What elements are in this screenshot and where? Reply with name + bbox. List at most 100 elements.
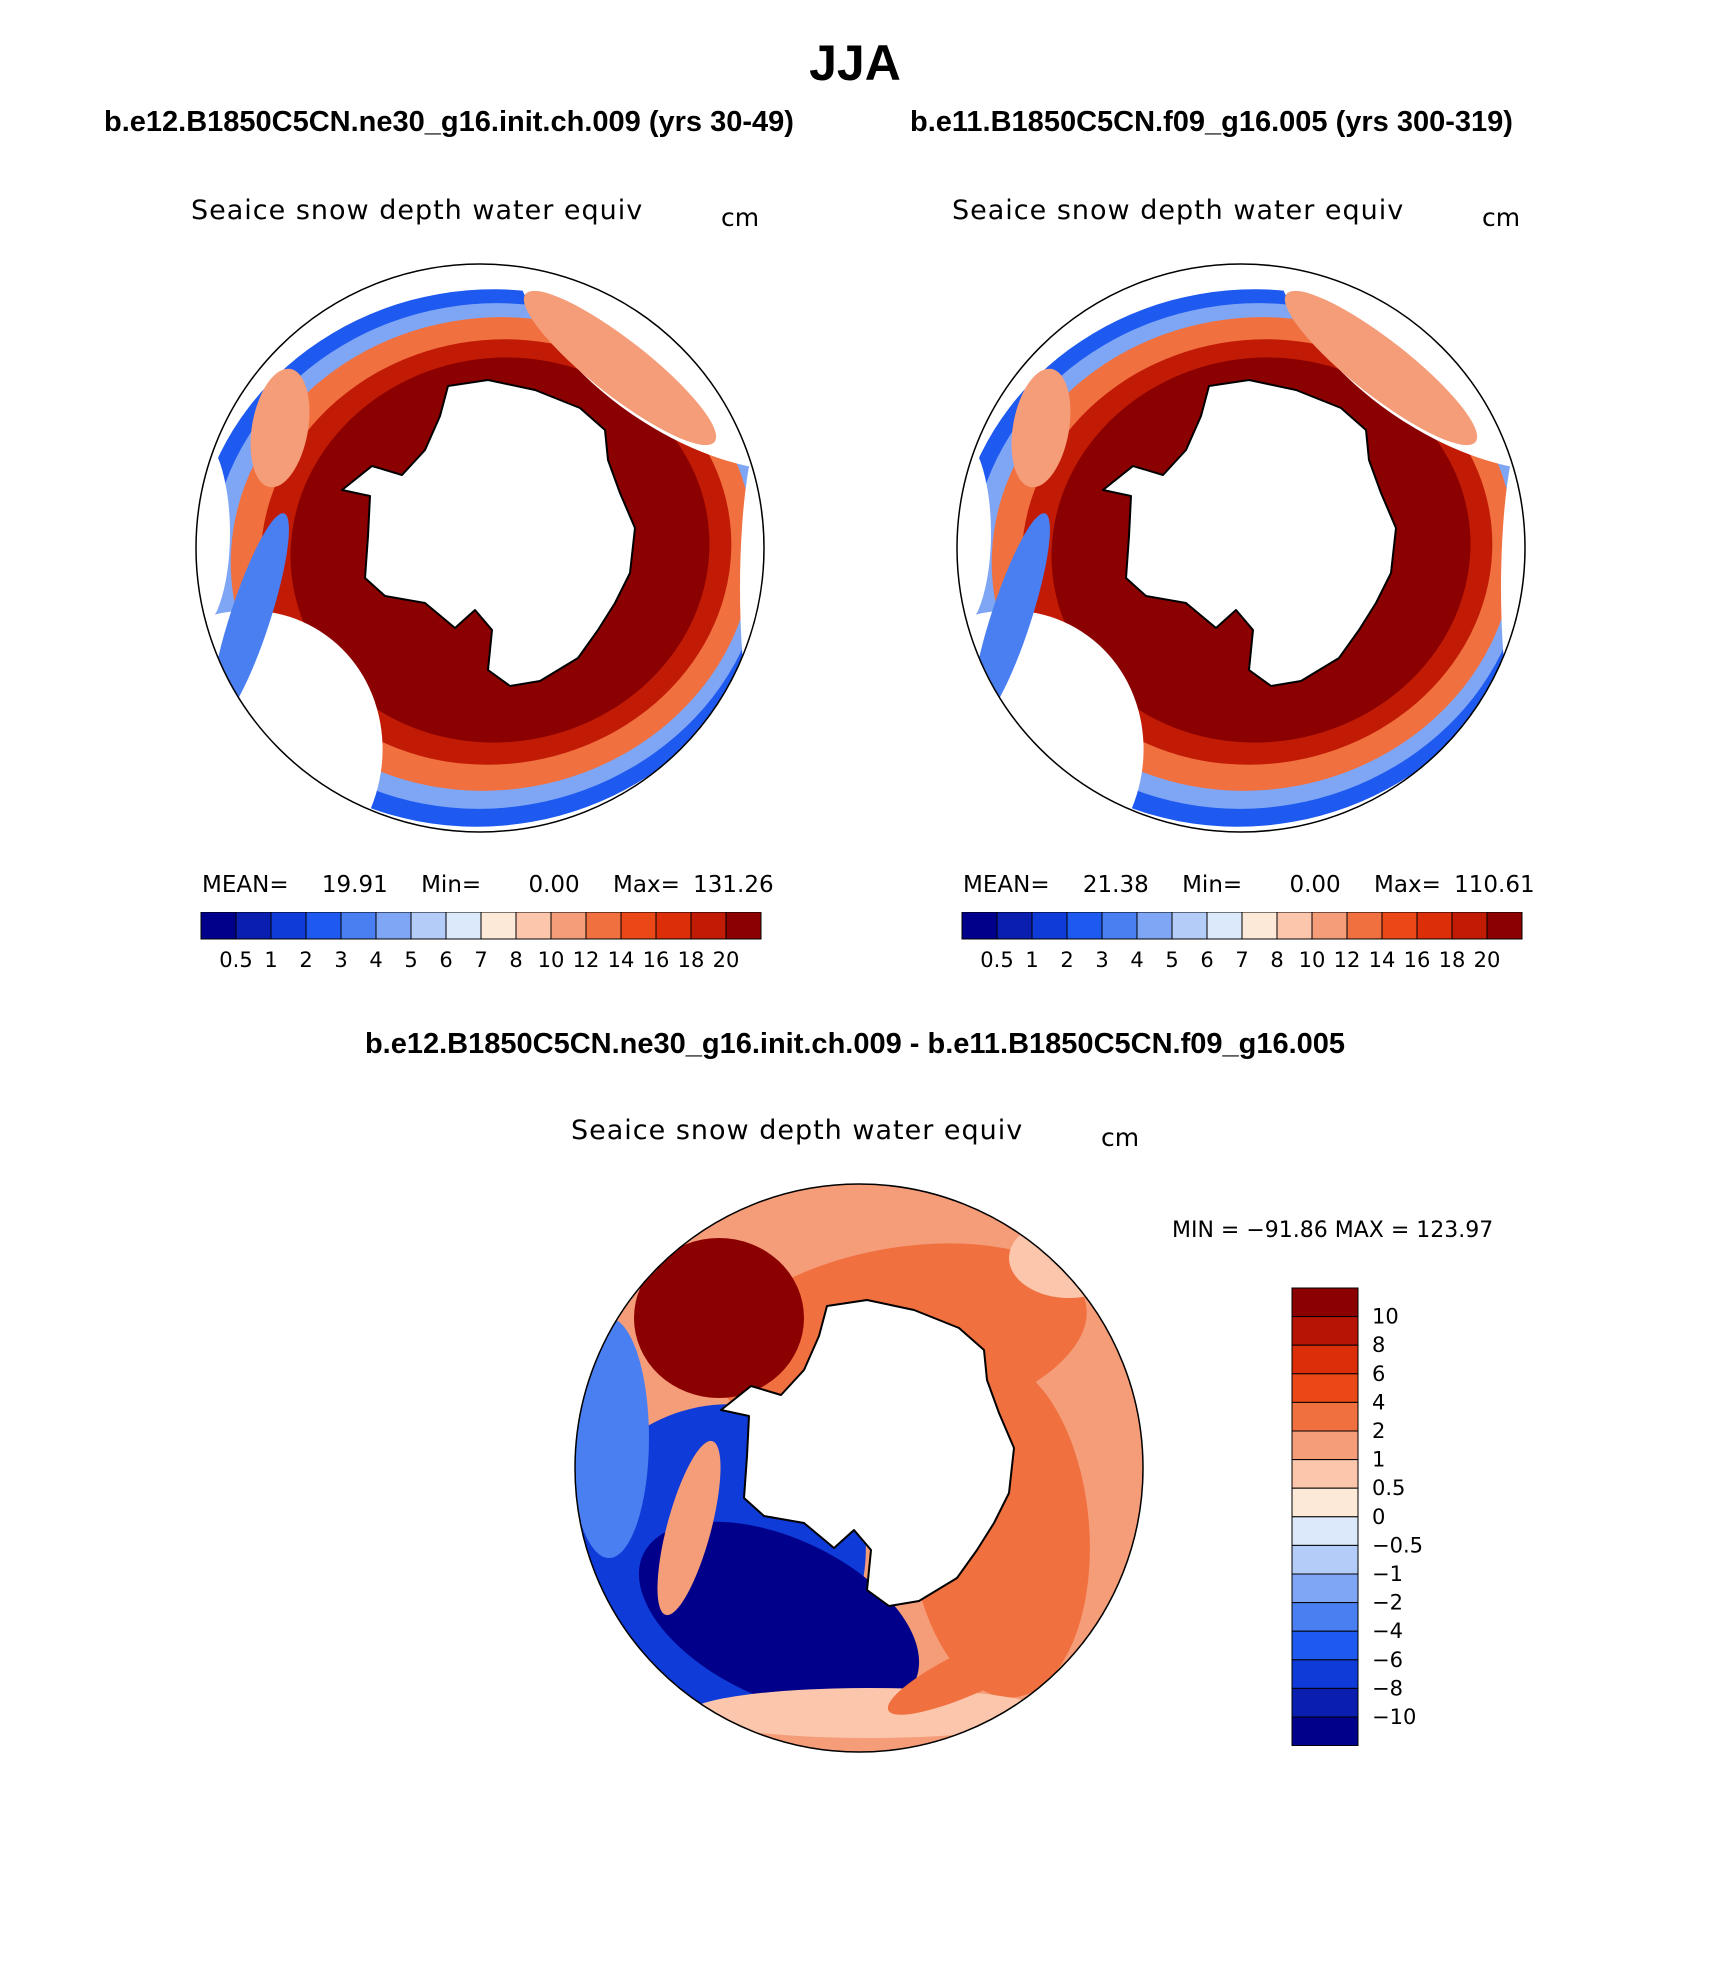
panel2-colorbar-tick-label: 8 xyxy=(1270,948,1283,972)
panel2-max-value: 110.61 xyxy=(1454,872,1535,898)
difference-colorbar-tick-label: 10 xyxy=(1372,1305,1399,1329)
map-boundary xyxy=(574,1183,1144,1753)
panel2-variable-title: Seaice snow depth water equiv xyxy=(952,195,1405,226)
panel2-mean-value: 21.38 xyxy=(1082,872,1149,898)
panel1-units: cm xyxy=(721,203,760,232)
panel1-colorbar: 0.5 1 2 3 4 5 6 7 8 10 12 14 16 18 20 xyxy=(200,912,762,972)
sea-ice-field xyxy=(575,1184,1143,1752)
panel1-colorbar-tick-label: 6 xyxy=(439,948,452,972)
panel2-colorbar-swatch xyxy=(1381,912,1418,940)
diff-west-margin xyxy=(575,1318,649,1558)
difference-colorbar-swatch xyxy=(1291,1716,1359,1746)
panel1-colorbar-swatch xyxy=(445,912,482,940)
panel2-units: cm xyxy=(1482,203,1521,232)
open-ocean-w xyxy=(196,433,230,633)
diff-se-positive xyxy=(887,1621,1071,1715)
panel1-colorbar-tick-label: 1 xyxy=(264,948,277,972)
difference-colorbar-tick-label: −0.5 xyxy=(1372,1533,1423,1557)
panel1-colorbar-swatch xyxy=(725,912,762,940)
difference-colorbar-tick-label: −2 xyxy=(1372,1591,1403,1615)
panel1-colorbar-swatch xyxy=(620,912,657,940)
map-boundary xyxy=(195,263,765,833)
difference-colorbar-tick-label: −1 xyxy=(1372,1562,1403,1586)
panel2-colorbar-swatch xyxy=(1451,912,1488,940)
difference-colorbar-tick-label: −4 xyxy=(1372,1619,1403,1643)
difference-colorbar-tick-label: 6 xyxy=(1372,1362,1385,1386)
difference-colorbar-tick-label: 0 xyxy=(1372,1505,1385,1529)
diff-ne-light xyxy=(1009,1218,1129,1298)
panel2-colorbar-swatch xyxy=(1276,912,1313,940)
panel2-colorbar-tick-label: 4 xyxy=(1130,948,1143,972)
panel2-colorbar-swatch xyxy=(1171,912,1208,940)
difference-colorbar-swatch xyxy=(1291,1659,1359,1689)
difference-minmax: MIN = −91.86 MAX = 123.97 xyxy=(1172,1218,1494,1243)
panel2-colorbar-tick-label: 0.5 xyxy=(980,948,1013,972)
panel2-colorbar-swatch xyxy=(1346,912,1383,940)
panel1-case-title: b.e12.B1850C5CN.ne30_g16.init.ch.009 (yr… xyxy=(104,106,794,138)
panel1-colorbar-swatch xyxy=(410,912,447,940)
panel1-colorbar-tick-label: 2 xyxy=(299,948,312,972)
panel2-colorbar-swatch xyxy=(1241,912,1278,940)
panel2-colorbar-tick-label: 2 xyxy=(1060,948,1073,972)
panel1-colorbar-tick-label: 12 xyxy=(573,948,600,972)
panel1-colorbar-swatch xyxy=(270,912,307,940)
difference-colorbar-swatch xyxy=(1291,1516,1359,1546)
difference-colorbar-tick-label: 2 xyxy=(1372,1419,1385,1443)
panel1-colorbar-tick-label: 18 xyxy=(678,948,705,972)
panel2-colorbar-swatch xyxy=(1066,912,1103,940)
difference-colorbar-swatch xyxy=(1291,1373,1359,1403)
ice-west-warm xyxy=(1011,368,1071,488)
panel2-colorbar-tick-label: 14 xyxy=(1369,948,1396,972)
panel2-colorbar-swatch xyxy=(961,912,998,940)
panel2-colorbar-tick-label: 5 xyxy=(1165,948,1178,972)
difference-colorbar: 10 8 6 4 2 1 0.5 0 −0.5 −1 −2 −4 −6 −8 −10 xyxy=(1291,1287,1423,1746)
difference-colorbar-swatch xyxy=(1291,1287,1359,1318)
panel2-colorbar-tick-label: 3 xyxy=(1095,948,1108,972)
panel2-colorbar-swatch xyxy=(1206,912,1243,940)
panel2-colorbar-swatch xyxy=(1031,912,1068,940)
difference-colorbar-swatch xyxy=(1291,1573,1359,1604)
difference-colorbar-tick-label: 8 xyxy=(1372,1333,1385,1357)
difference-colorbar-tick-label: −8 xyxy=(1372,1676,1403,1700)
panel2-colorbar-tick-label: 18 xyxy=(1439,948,1466,972)
ice-west-warm xyxy=(250,368,310,488)
panel1-variable-title: Seaice snow depth water equiv xyxy=(191,195,644,226)
difference-colorbar-swatch xyxy=(1291,1316,1359,1346)
difference-colorbar-swatch xyxy=(1291,1459,1359,1489)
panel2-colorbar-tick-label: 6 xyxy=(1200,948,1213,972)
diff-nw-max xyxy=(634,1238,804,1398)
panel1-colorbar-tick-label: 3 xyxy=(334,948,347,972)
panel1-colorbar-tick-label: 7 xyxy=(474,948,487,972)
diff-sw-strong-negative xyxy=(638,1521,920,1715)
panel2-min-label: Min= xyxy=(1182,872,1243,898)
panel2-colorbar-tick-label: 16 xyxy=(1404,948,1431,972)
panel2-colorbar-tick-label: 1 xyxy=(1025,948,1038,972)
map-boundary xyxy=(956,263,1526,833)
difference-colorbar-swatch xyxy=(1291,1630,1359,1661)
panel1-colorbar-swatch xyxy=(515,912,552,940)
difference-colorbar-swatch xyxy=(1291,1487,1359,1518)
panel1-max-value: 131.26 xyxy=(693,872,774,898)
difference-title: b.e12.B1850C5CN.ne30_g16.init.ch.009 - b… xyxy=(364,1028,1346,1060)
difference-colorbar-tick-label: −10 xyxy=(1372,1705,1416,1729)
figure-title: JJA xyxy=(809,35,901,91)
difference-colorbar-tick-label: −6 xyxy=(1372,1648,1403,1672)
ice-fringe-w xyxy=(972,513,1050,723)
panel1-colorbar-swatch xyxy=(375,912,412,940)
panel1-colorbar-tick-label: 16 xyxy=(643,948,670,972)
difference-colorbar-tick-label: 0.5 xyxy=(1372,1476,1405,1500)
panel1-mean-value: 19.91 xyxy=(321,872,388,898)
panel1-colorbar-swatch xyxy=(690,912,727,940)
panel1-colorbar-tick-label: 14 xyxy=(608,948,635,972)
difference-colorbar-swatch xyxy=(1291,1544,1359,1575)
antarctica-coastline xyxy=(341,379,636,687)
panel2-mean-label: MEAN= xyxy=(963,872,1050,898)
panel2-colorbar-swatch xyxy=(1311,912,1348,940)
panel1-colorbar-swatch xyxy=(200,912,237,940)
panel2-map xyxy=(956,263,1526,833)
antarctica-coastline xyxy=(720,1299,1015,1607)
panel2-case-title: b.e11.B1850C5CN.f09_g16.005 (yrs 300-319… xyxy=(910,106,1513,138)
panel2-colorbar-swatch xyxy=(996,912,1033,940)
panel2-stats: MEAN= 21.38 Min= 0.00 Max= 110.61 xyxy=(963,872,1535,898)
ice-ne-warm xyxy=(523,290,717,446)
